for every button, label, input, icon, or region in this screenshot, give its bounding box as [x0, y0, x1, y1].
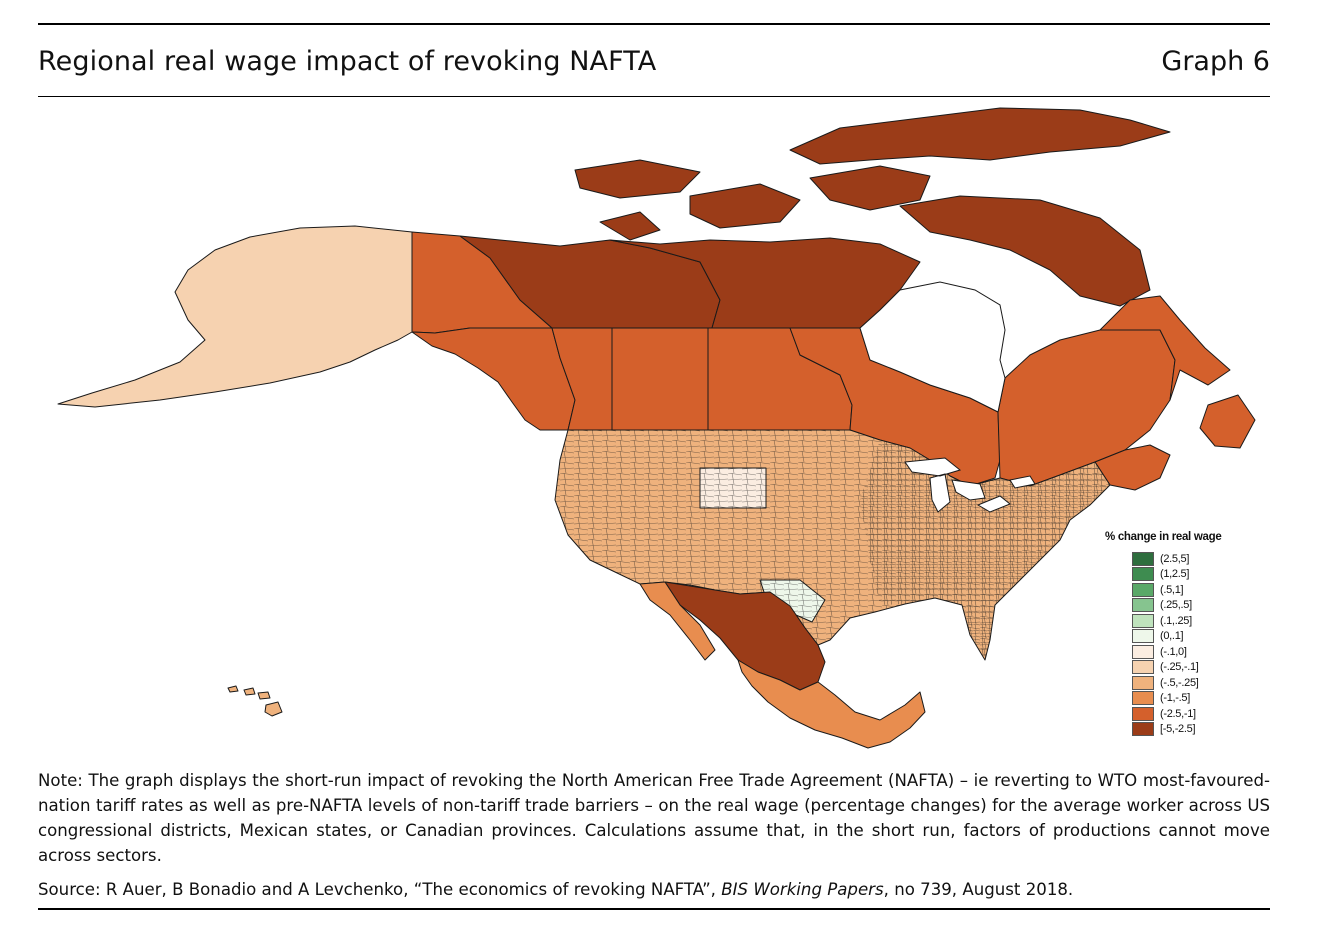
legend-item: (-1,-.5] — [1132, 691, 1221, 707]
legend-item: [-5,-2.5] — [1132, 722, 1221, 738]
north-america-choropleth-map — [57, 107, 1256, 749]
legend-item: (-2.5,-1] — [1132, 706, 1221, 722]
us-east-district-borders — [860, 440, 1110, 660]
legend-swatch — [1132, 706, 1154, 721]
region-hawaii — [227, 685, 283, 717]
legend-label: (1,2.5] — [1160, 568, 1190, 581]
legend-item: (.25,.5] — [1132, 598, 1221, 614]
legend: % change in real wage (2.5,5] (1,2.5] (.5,… — [1105, 531, 1222, 737]
region-saskatchewan — [611, 327, 709, 431]
hudson-bay — [859, 281, 1006, 413]
region-newfoundland-labrador — [1099, 295, 1256, 449]
legend-label: (2.5,5] — [1160, 552, 1190, 565]
region-alaska — [57, 225, 413, 408]
legend-label: (-2.5,-1] — [1160, 707, 1196, 720]
legend-swatch — [1132, 660, 1154, 675]
region-british-columbia — [411, 327, 576, 431]
region-mexico-south — [639, 581, 926, 749]
legend-label: (0,.1] — [1160, 630, 1184, 643]
top-rule — [38, 23, 1270, 25]
legend-label: (.5,1] — [1160, 583, 1184, 596]
great-lakes — [904, 457, 1036, 513]
legend-title: % change in real wage — [1105, 531, 1222, 543]
legend-item: (-.1,0] — [1132, 644, 1221, 660]
source-prefix: Source: R Auer, B Bonadio and A Levchenk… — [38, 880, 716, 899]
legend-swatch — [1132, 675, 1154, 690]
legend-label: (-.25,-.1] — [1160, 661, 1199, 674]
source-suffix: , no 739, August 2018. — [883, 880, 1074, 899]
title-rule — [38, 96, 1270, 97]
source-text: Source: R Auer, B Bonadio and A Levchenk… — [38, 880, 1073, 899]
region-arctic-islands — [574, 107, 1171, 307]
legend-label: (-.5,-.25] — [1160, 676, 1199, 689]
legend-item: (1,2.5] — [1132, 567, 1221, 583]
legend-label: (-1,-.5] — [1160, 692, 1190, 705]
legend-swatch — [1132, 644, 1154, 659]
legend-item: (0,.1] — [1132, 629, 1221, 645]
graph-title: Regional real wage impact of revoking NA… — [38, 46, 657, 77]
legend-swatch — [1132, 598, 1154, 613]
region-maritime-provinces — [1094, 444, 1171, 491]
legend-label: (-.1,0] — [1160, 645, 1187, 658]
legend-item: (2.5,5] — [1132, 551, 1221, 567]
legend-label: [-5,-2.5] — [1160, 723, 1196, 736]
legend-item: (-.5,-.25] — [1132, 675, 1221, 691]
legend-label: (.1,.25] — [1160, 614, 1192, 627]
legend-item: (.1,.25] — [1132, 613, 1221, 629]
source-publication: BIS Working Papers — [721, 880, 884, 899]
note-text: Note: The graph displays the short-run i… — [38, 771, 1270, 865]
legend-items: (2.5,5] (1,2.5] (.5,1] (.25,.5] (.1,.25] (0,.… — [1132, 551, 1221, 737]
legend-label: (.25,.5] — [1160, 599, 1192, 612]
legend-item: (.5,1] — [1132, 582, 1221, 598]
bottom-rule — [38, 908, 1270, 910]
legend-swatch — [1132, 613, 1154, 628]
legend-swatch — [1132, 551, 1154, 566]
legend-swatch — [1132, 691, 1154, 706]
legend-swatch — [1132, 582, 1154, 597]
graph-number: Graph 6 — [1161, 46, 1270, 77]
legend-swatch — [1132, 722, 1154, 737]
legend-swatch — [1132, 629, 1154, 644]
legend-swatch — [1132, 567, 1154, 582]
legend-item: (-.25,-.1] — [1132, 660, 1221, 676]
